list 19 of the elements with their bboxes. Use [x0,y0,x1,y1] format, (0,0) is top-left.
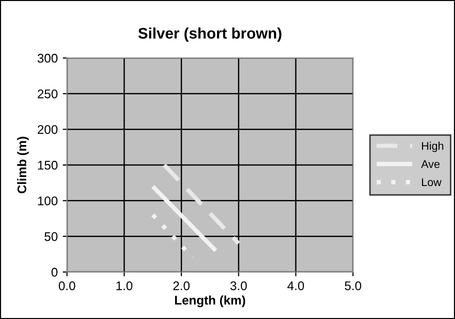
legend-label: High [422,142,444,152]
x-tick-label: 4.0 [287,281,304,290]
y-axis-title: Climb (m) [17,136,29,194]
x-tick-label: 5.0 [344,281,362,290]
legend-label: Low [422,178,442,186]
y-tick-label: 50 [44,232,58,241]
x-tick-label: 3.0 [230,281,247,290]
y-tick-label: 200 [38,125,58,134]
legend-label: Ave [421,160,440,168]
y-tick-label: 300 [38,54,58,63]
x-tick-label: 1.0 [116,281,132,290]
y-tick-label: 150 [38,160,58,170]
chart-title: Silver (short brown) [138,27,282,42]
y-tick-label: 250 [38,89,58,98]
y-tick-label: 100 [38,196,58,206]
x-tick-label: 2.0 [173,281,190,290]
x-axis-title: Length (km) [175,295,246,308]
x-tick-label: 0.0 [58,281,76,290]
y-tick-label: 0 [52,268,58,277]
